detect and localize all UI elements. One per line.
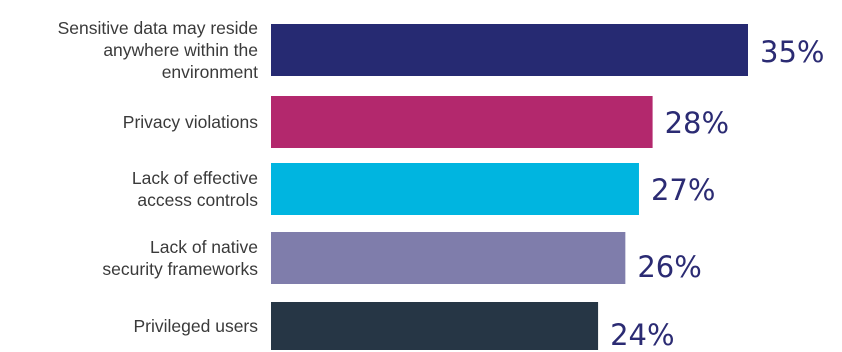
bar-2 xyxy=(271,96,653,148)
category-label-2: Privacy violations xyxy=(123,112,258,132)
category-label-3: Lack of effective access controls xyxy=(132,168,258,210)
category-label-line: Lack of effective xyxy=(132,168,258,188)
category-label-line: Sensitive data may reside xyxy=(58,18,258,38)
category-label-line: security frameworks xyxy=(102,259,258,279)
value-label-2: 28% xyxy=(665,106,729,140)
category-label-line: anywhere within the xyxy=(103,40,258,60)
category-label-5: Privileged users xyxy=(134,316,259,336)
category-label-line: Privacy violations xyxy=(123,112,258,132)
bar-4 xyxy=(271,232,626,284)
category-label-line: environment xyxy=(162,62,258,82)
value-label-3: 27% xyxy=(651,173,715,207)
value-label-1: 35% xyxy=(760,35,824,69)
category-label-line: access controls xyxy=(137,190,258,210)
category-label-4: Lack of native security frameworks xyxy=(102,237,258,279)
category-label-1: Sensitive data may reside anywhere within… xyxy=(58,18,259,82)
category-label-line: Privileged users xyxy=(134,316,259,336)
bar-5 xyxy=(271,302,599,350)
bar-3 xyxy=(271,163,639,215)
bar-1 xyxy=(271,24,748,76)
value-label-4: 26% xyxy=(637,250,701,284)
value-label-5: 24% xyxy=(610,318,674,352)
category-label-line: Lack of native xyxy=(150,237,258,257)
